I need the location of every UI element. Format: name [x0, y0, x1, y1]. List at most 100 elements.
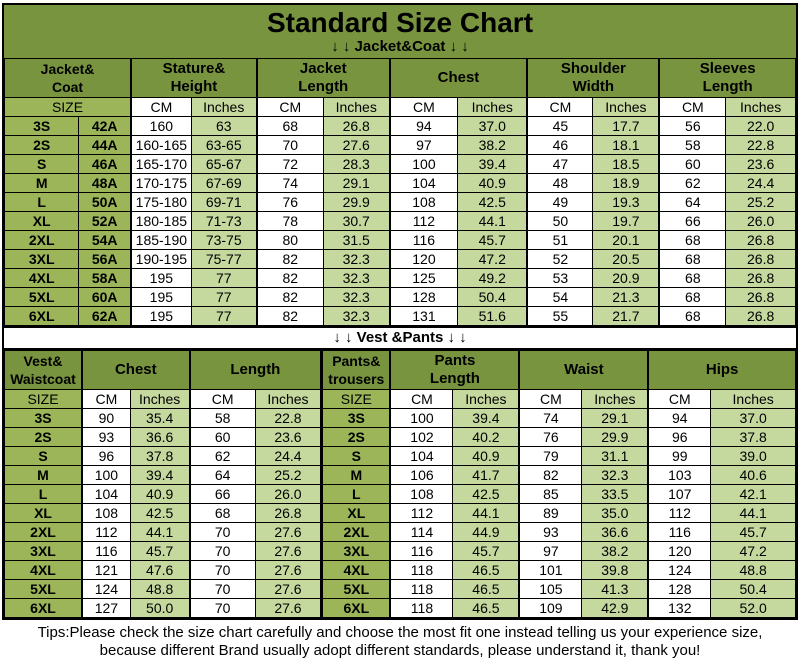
value-cell: 38.2 — [581, 541, 649, 561]
unit-header-row: SIZE CM Inches CM Inches CM Inches CM In… — [4, 97, 796, 117]
value-cell: 104 — [388, 173, 459, 193]
size-cell: 2S — [320, 427, 391, 447]
value-cell: 44.1 — [452, 503, 520, 523]
value-cell: 32.3 — [322, 287, 391, 307]
value-cell: 45.7 — [457, 230, 528, 250]
column-group-header: Hips — [647, 350, 797, 390]
value-cell: 93 — [81, 427, 131, 447]
value-cell: 48.8 — [129, 579, 191, 599]
value-cell: 30.7 — [322, 211, 391, 231]
value-cell: 18.1 — [592, 135, 660, 155]
size-cell: 2XL — [320, 522, 391, 542]
value-cell: 21.7 — [592, 306, 660, 326]
value-cell: 71-73 — [190, 211, 258, 231]
size-cell: 6XL — [320, 598, 391, 618]
value-cell: 120 — [388, 249, 459, 269]
value-cell: 70 — [188, 541, 256, 561]
value-cell: 82 — [518, 465, 583, 485]
value-cell: 85 — [518, 484, 583, 504]
size-code-cell: 42A — [78, 116, 132, 136]
value-cell: 17.7 — [592, 116, 660, 136]
table-row: M 48A 170-175 67-69 74 29.1 104 40.9 48 18.9 62 24.… — [3, 173, 796, 193]
value-cell: 26.8 — [725, 306, 796, 326]
value-cell: 77 — [190, 306, 258, 326]
value-cell: 24.4 — [725, 173, 796, 193]
table-row: 5XL 124 48.8 70 27.6 5XL 118 46.5 105 41.3 128 50.4 — [4, 579, 796, 599]
vest-pants-banner: ↓ ↓ Vest &Pants ↓ ↓ — [4, 326, 796, 350]
table-row: 3S 42A 160 63 68 26.8 94 37.0 45 17.7 56 22.0 — [3, 116, 796, 136]
table-row: 2XL 112 44.1 70 27.6 2XL 114 44.9 93 36.6 116 45.7 — [4, 522, 796, 542]
size-cell: S — [320, 446, 391, 466]
value-cell: 124 — [81, 579, 131, 599]
inches-header: Inches — [322, 97, 391, 117]
value-cell: 128 — [388, 287, 459, 307]
value-cell: 82 — [255, 249, 324, 269]
column-group-header: Chest — [81, 350, 191, 390]
inches-header: Inches — [592, 97, 660, 117]
value-cell: 118 — [389, 560, 454, 580]
value-cell: 32.3 — [322, 306, 391, 326]
value-cell: 72 — [255, 154, 324, 174]
value-cell: 53 — [526, 268, 594, 288]
value-cell: 108 — [389, 484, 454, 504]
size-code-cell: 62A — [78, 306, 132, 326]
value-cell: 77 — [190, 268, 258, 288]
value-cell: 22.8 — [725, 135, 796, 155]
size-cell: XL — [320, 503, 391, 523]
value-cell: 19.7 — [592, 211, 660, 231]
value-cell: 40.6 — [710, 465, 796, 485]
value-cell: 48 — [526, 173, 594, 193]
value-cell: 63 — [190, 116, 258, 136]
size-cell: 4XL — [320, 560, 391, 580]
value-cell: 29.1 — [322, 173, 391, 193]
value-cell: 66 — [658, 211, 727, 231]
value-cell: 48.8 — [710, 560, 796, 580]
jacket-coat-table: Jacket& Coat Stature& Height Jacket Leng… — [3, 58, 797, 326]
value-cell: 128 — [647, 579, 712, 599]
value-cell: 58 — [188, 408, 256, 428]
value-cell: 29.9 — [581, 427, 649, 447]
value-cell: 68 — [658, 287, 727, 307]
value-cell: 76 — [518, 427, 583, 447]
value-cell: 50.4 — [710, 579, 796, 599]
size-code-cell: 52A — [78, 211, 132, 231]
value-cell: 41.3 — [581, 579, 649, 599]
value-cell: 77 — [190, 287, 258, 307]
value-cell: 104 — [389, 446, 454, 466]
size-header: SIZE — [320, 389, 391, 409]
cm-header: CM — [647, 389, 712, 409]
value-cell: 44.1 — [710, 503, 796, 523]
value-cell: 73-75 — [190, 230, 258, 250]
value-cell: 94 — [388, 116, 459, 136]
size-cell: L — [3, 192, 80, 212]
unit-header-row: SIZE CM Inches CM Inches SIZE CM Inches … — [4, 389, 796, 409]
cm-header: CM — [188, 389, 256, 409]
value-cell: 70 — [188, 560, 256, 580]
cm-header: CM — [518, 389, 583, 409]
table-row: 4XL 58A 195 77 82 32.3 125 49.2 53 20.9 68 26.8 — [3, 268, 796, 288]
value-cell: 75-77 — [190, 249, 258, 269]
table-row: S 96 37.8 62 24.4 S 104 40.9 79 31.1 99 39.0 — [4, 446, 796, 466]
size-cell: XL — [4, 503, 83, 523]
value-cell: 112 — [81, 522, 131, 542]
inches-header: Inches — [452, 389, 520, 409]
value-cell: 39.4 — [457, 154, 528, 174]
value-cell: 51 — [526, 230, 594, 250]
table-row: 6XL 127 50.0 70 27.6 6XL 118 46.5 109 42.9 132 52.0 — [4, 598, 796, 618]
value-cell: 36.6 — [581, 522, 649, 542]
value-cell: 131 — [388, 306, 459, 326]
size-code-cell: 54A — [78, 230, 132, 250]
value-cell: 23.6 — [254, 427, 323, 447]
value-cell: 116 — [388, 230, 459, 250]
size-cell: 2XL — [4, 522, 83, 542]
title-band: Standard Size Chart ↓ ↓ Jacket&Coat ↓ ↓ — [4, 5, 796, 58]
value-cell: 99 — [647, 446, 712, 466]
value-cell: 67-69 — [190, 173, 258, 193]
size-cell: 3S — [3, 116, 80, 136]
value-cell: 170-175 — [130, 173, 192, 193]
value-cell: 116 — [647, 522, 712, 542]
value-cell: 112 — [647, 503, 712, 523]
value-cell: 96 — [81, 446, 131, 466]
value-cell: 112 — [388, 211, 459, 231]
inches-header: Inches — [581, 389, 649, 409]
